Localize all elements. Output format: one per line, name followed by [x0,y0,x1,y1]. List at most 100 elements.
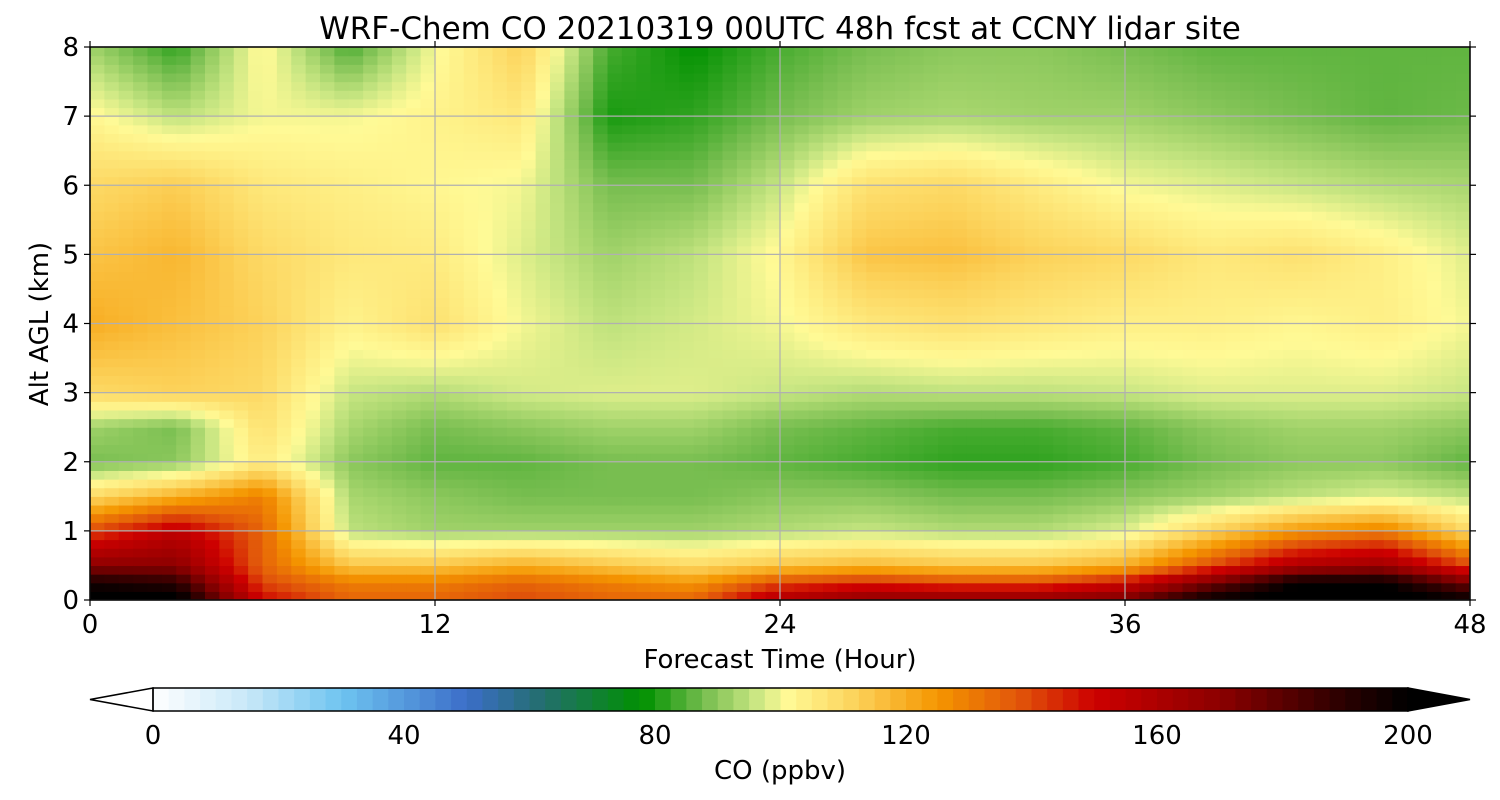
heatmap-cell [118,453,134,463]
heatmap-cell [938,392,954,402]
heatmap-cell [923,340,939,351]
heatmap-cell [305,461,321,471]
heatmap-cell [334,167,350,178]
heatmap-cell [1096,176,1112,186]
heatmap-cell [679,254,695,264]
heatmap-cell [794,211,810,221]
heatmap-cell [233,548,249,558]
heatmap-cell [1196,271,1212,281]
heatmap-cell [492,504,508,515]
heatmap-cell [219,565,235,575]
heatmap-cell [1096,185,1112,195]
heatmap-cell [981,237,997,247]
heatmap-cell [751,383,767,394]
heatmap-cell [420,358,436,368]
heatmap-cell [1110,167,1126,178]
heatmap-cell [679,133,695,143]
heatmap-cell [636,55,652,65]
heatmap-cell [1139,142,1155,152]
heatmap-cell [693,461,709,471]
heatmap-cell [923,159,939,169]
heatmap-cell [751,479,767,489]
heatmap-cell [104,185,120,195]
heatmap-cell [219,366,235,376]
heatmap-cell [535,64,551,74]
heatmap-cell [823,185,839,195]
heatmap-cell [1182,176,1198,186]
heatmap-cell [578,133,594,143]
heatmap-cell [679,375,695,385]
heatmap-cell [506,167,522,178]
heatmap-cell [463,375,479,385]
heatmap-cell [348,470,364,480]
heatmap-cell [420,401,436,411]
heatmap-cell [363,237,379,247]
heatmap-cell [995,548,1011,558]
heatmap-cell [1110,245,1126,255]
heatmap-cell [334,548,350,558]
heatmap-cell [190,297,206,307]
heatmap-cell [1182,582,1198,592]
heatmap-cell [621,116,637,126]
heatmap-cell [1196,159,1212,169]
heatmap-cell [722,219,738,230]
heatmap-cell [1010,453,1025,463]
heatmap-cell [981,167,997,178]
heatmap-cell [895,323,910,333]
heatmap-cell [205,513,220,523]
heatmap-cell [348,254,364,264]
heatmap-cell [708,202,724,212]
heatmap-cell [492,556,508,567]
heatmap-cell [1081,539,1097,549]
heatmap-cell [435,427,450,437]
heatmap-cell [291,539,307,549]
heatmap-cell [550,219,565,230]
heatmap-cell [880,90,896,100]
heatmap-cell [665,565,680,575]
heatmap-cell [851,72,867,83]
heatmap-cell [880,383,896,394]
heatmap-cell [1139,383,1155,394]
heatmap-cell [880,358,896,368]
heatmap-cell [90,392,105,402]
heatmap-cell [736,193,752,204]
heatmap-cell [837,237,853,247]
heatmap-cell [1153,504,1169,515]
heatmap-cell [1139,124,1155,135]
heatmap-cell [736,340,752,351]
heatmap-cell [348,116,364,126]
heatmap-cell [406,72,422,83]
heatmap-cell [1125,176,1140,186]
heatmap-cell [679,392,695,402]
heatmap-cell [406,133,422,143]
heatmap-cell [837,167,853,178]
heatmap-cell [564,142,580,152]
heatmap-cell [133,383,149,394]
heatmap-cell [348,107,364,117]
heatmap-cell [320,237,335,247]
heatmap-cell [104,358,120,368]
heatmap-cell [1010,185,1025,195]
heatmap-cell [506,219,522,230]
heatmap-cell [1053,496,1069,506]
heatmap-cell [650,90,666,100]
heatmap-cell [492,280,508,290]
heatmap-cell [808,383,824,394]
heatmap-cell [995,427,1011,437]
heatmap-cell [1096,479,1112,489]
heatmap-cell [1110,366,1126,376]
heatmap-cell [406,453,422,463]
heatmap-cell [363,150,379,160]
heatmap-cell [334,185,350,195]
heatmap-cell [276,90,292,100]
heatmap-cell [578,90,594,100]
heatmap-cell [535,193,551,204]
heatmap-cell [794,556,810,567]
heatmap-cell [966,202,982,212]
heatmap-cell [334,496,350,506]
heatmap-cell [248,150,264,160]
heatmap-cell [578,556,594,567]
heatmap-cell [1196,185,1212,195]
heatmap-cell [923,349,939,359]
heatmap-cell [90,228,105,238]
